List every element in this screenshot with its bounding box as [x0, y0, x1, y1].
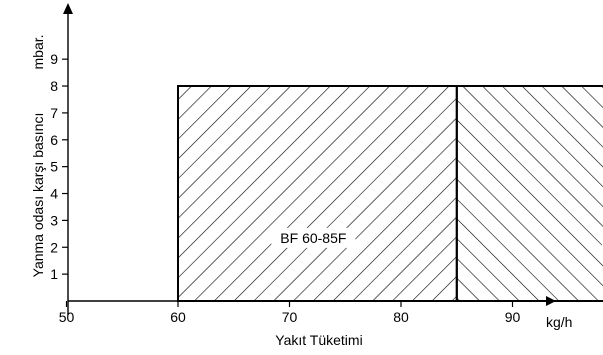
region-2-label-bg [601, 227, 603, 248]
y-tick-label: 6 [50, 132, 58, 148]
y-tick-label: 5 [50, 159, 58, 175]
y-tick-label: 3 [50, 212, 58, 228]
x-axis-arrow [546, 296, 556, 306]
region-1-label-bg [271, 227, 356, 248]
y-tick-label: 2 [50, 239, 58, 255]
y-tick-label: 7 [50, 105, 58, 121]
x-axis-title: Yakıt Tüketimi [275, 332, 362, 348]
region-1-area [177, 85, 458, 302]
x-tick-label: 70 [282, 309, 298, 325]
y-unit-label: mbar. [30, 34, 46, 69]
x-unit-label: kg/h [546, 314, 572, 330]
y-tick-label: 1 [50, 266, 58, 282]
x-ticks: 5060708090100110120 [59, 301, 521, 325]
plot-regions: BF 60-85FBF 85-120F [177, 85, 603, 302]
x-tick-label: 80 [393, 309, 409, 325]
x-tick-label: 60 [170, 309, 186, 325]
y-tick-label: 4 [50, 186, 58, 202]
y-ticks: 1 2 3 4 5 6 7 8 9 [50, 51, 68, 282]
x-tick-label: 50 [59, 309, 75, 325]
x-tick-label: 90 [505, 309, 521, 325]
region-1-label: BF 60-85F [280, 230, 346, 246]
y-tick-label: 8 [50, 78, 58, 94]
y-tick-label: 9 [50, 51, 58, 67]
region-2-area [455, 85, 603, 302]
y-axis-title: Yanma odası karşı basıncı [30, 113, 46, 278]
y-axis-arrow [63, 3, 73, 14]
